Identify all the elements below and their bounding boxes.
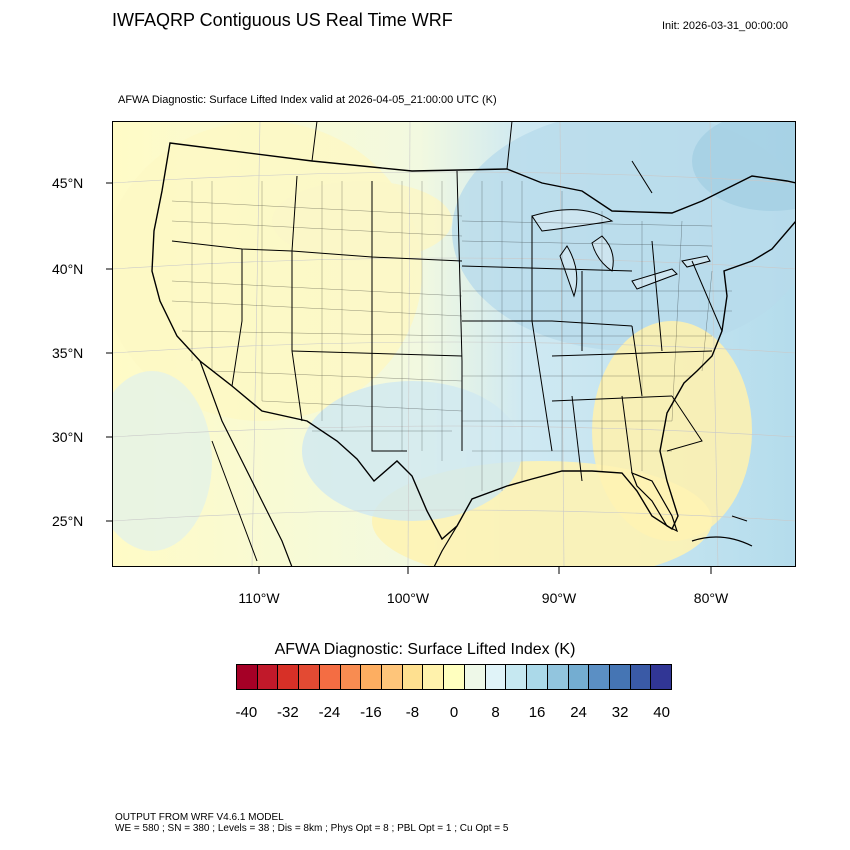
colorbar-swatch	[651, 665, 672, 689]
colorbar-tick-label: -32	[277, 704, 299, 721]
colorbar-swatch	[630, 665, 652, 689]
colorbar-swatch	[319, 665, 341, 689]
lat-label-30: 30°N	[52, 429, 84, 445]
colorbar-tick-label: 32	[611, 704, 629, 721]
colorbar-swatch	[299, 665, 320, 689]
colorbar-swatch	[464, 665, 486, 689]
lon-label-100: 100°W	[386, 590, 430, 606]
lon-label-80: 80°W	[693, 590, 729, 606]
colorbar-tick-label: 8	[491, 704, 500, 721]
colorbar-swatch	[568, 665, 590, 689]
colorbar-swatch	[361, 665, 383, 689]
colorbar-swatch	[423, 665, 445, 689]
colorbar-swatch	[547, 665, 569, 689]
colorbar-swatch	[382, 665, 403, 689]
colorbar-swatch	[527, 665, 548, 689]
colorbar-swatch	[609, 665, 631, 689]
lat-label-45: 45°N	[52, 175, 84, 191]
colorbar-tick-label: 40	[653, 704, 670, 721]
colorbar-swatch	[485, 665, 507, 689]
lon-label-110: 110°W	[238, 590, 280, 606]
colorbar-swatch	[340, 665, 362, 689]
colorbar-tick-label: 24	[570, 704, 587, 721]
lat-label-25: 25°N	[52, 513, 84, 529]
colorbar	[236, 664, 672, 690]
colorbar-swatch	[506, 665, 528, 689]
colorbar-tick-label: -8	[405, 704, 420, 721]
colorbar-tick-label: -24	[318, 704, 341, 721]
colorbar-swatch	[257, 665, 279, 689]
lon-label-90: 90°W	[541, 590, 577, 606]
colorbar-tick-label: -40	[235, 704, 258, 721]
colorbar-swatch	[278, 665, 300, 689]
lat-label-40: 40°N	[52, 261, 84, 277]
lifted-index-map	[112, 121, 796, 567]
colorbar-swatch	[589, 665, 610, 689]
colorbar-tick-label: 0	[449, 704, 459, 721]
map-subtitle: AFWA Diagnostic: Surface Lifted Index va…	[118, 94, 497, 106]
footer-model-info: OUTPUT FROM WRF V4.6.1 MODEL	[115, 812, 284, 823]
colorbar-swatch	[402, 665, 424, 689]
init-time-label: Init: 2026-03-31_00:00:00	[662, 20, 788, 32]
colorbar-tick-label: -16	[360, 704, 382, 721]
colorbar-swatch	[237, 665, 258, 689]
colorbar-swatch	[444, 665, 465, 689]
footer-config-info: WE = 580 ; SN = 380 ; Levels = 38 ; Dis …	[115, 823, 509, 834]
main-title: IWFAQRP Contiguous US Real Time WRF	[112, 10, 453, 30]
lat-label-35: 35°N	[52, 345, 84, 361]
colorbar-tick-label: 16	[528, 704, 546, 721]
colorbar-title: AFWA Diagnostic: Surface Lifted Index (K…	[274, 641, 576, 658]
